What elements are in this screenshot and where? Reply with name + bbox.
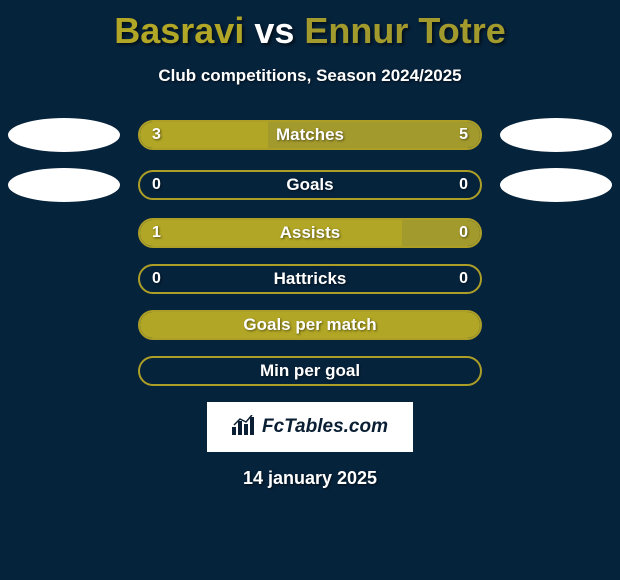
player2-logo-placeholder	[500, 168, 612, 202]
stat-bar: Goals per match	[138, 310, 482, 340]
stat-bar-left-segment	[140, 220, 402, 246]
stat-bar-left-segment	[140, 122, 268, 148]
stat-bar-right-segment	[402, 220, 480, 246]
stat-row: Hattricks0 0	[0, 264, 620, 294]
stat-row: Assists10	[0, 218, 620, 248]
stat-value-right: 0	[459, 266, 468, 292]
stat-value-left: 0	[152, 266, 161, 292]
stat-row: Matches35	[0, 118, 620, 152]
brand-badge: FcTables.com	[207, 402, 413, 452]
stat-label: Hattricks	[140, 266, 480, 292]
subtitle: Club competitions, Season 2024/2025	[0, 66, 620, 86]
player1-logo-placeholder	[8, 168, 120, 202]
stat-bar-right-segment	[268, 122, 481, 148]
player1-name: Basravi	[114, 10, 244, 51]
player2-name: Ennur Totre	[304, 10, 505, 51]
comparison-title: Basravi vs Ennur Totre	[0, 0, 620, 52]
stat-value-right: 0	[459, 172, 468, 198]
stat-row: Goals0 0	[0, 168, 620, 202]
stat-row: Goals per match	[0, 310, 620, 340]
stat-value-left: 0	[152, 172, 161, 198]
player1-logo-placeholder	[8, 118, 120, 152]
stat-row: Min per goal	[0, 356, 620, 386]
vs-text: vs	[254, 10, 294, 51]
stat-bar-left-segment	[140, 312, 480, 338]
stat-bar: Hattricks0 0	[138, 264, 482, 294]
bar-chart-icon	[232, 415, 256, 440]
stat-bar: Assists10	[138, 218, 482, 248]
player2-logo-placeholder	[500, 118, 612, 152]
stat-label: Goals	[140, 172, 480, 198]
stat-bar: Goals0 0	[138, 170, 482, 200]
brand-text: FcTables.com	[262, 416, 388, 438]
stats-area: Matches35Goals00Assists10Hattricks00Goal…	[0, 118, 620, 386]
stat-bar: Matches35	[138, 120, 482, 150]
stat-bar: Min per goal	[138, 356, 482, 386]
footer-date: 14 january 2025	[0, 468, 620, 489]
stat-label: Min per goal	[140, 358, 480, 384]
